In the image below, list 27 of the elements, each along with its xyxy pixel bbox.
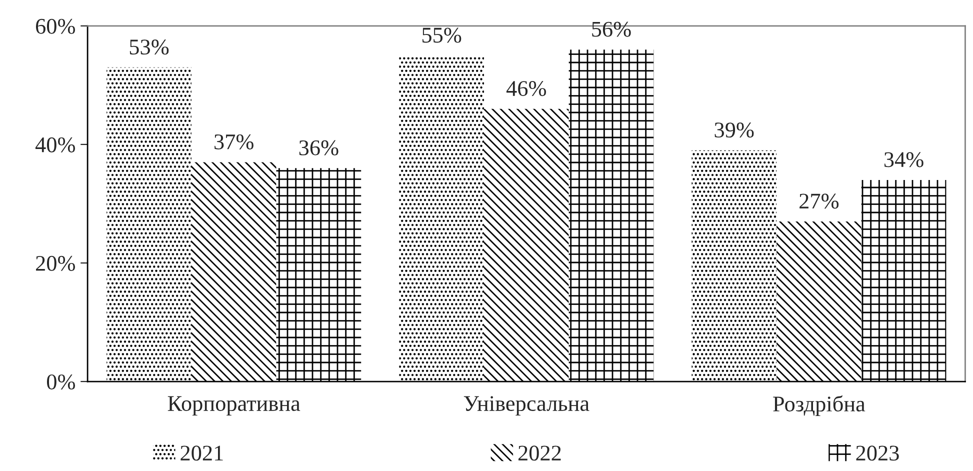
bar — [106, 67, 192, 382]
y-tick-label: 0% — [46, 374, 76, 390]
bar — [568, 50, 654, 382]
x-tick-label: Роздрібна — [773, 395, 866, 416]
legend-label: 2021 — [180, 446, 223, 461]
legend-label: 2023 — [856, 446, 899, 461]
bar — [776, 221, 862, 382]
data-label: 55% — [422, 28, 462, 43]
data-label: 27% — [800, 194, 839, 209]
data-label: 46% — [506, 81, 546, 96]
bar — [861, 180, 946, 382]
y-tick-label: 60% — [36, 18, 76, 34]
bar — [399, 56, 484, 382]
bar — [191, 162, 276, 382]
x-tick-label: Універсальна — [464, 396, 590, 416]
data-label: 37% — [214, 134, 254, 150]
legend-label: 2022 — [518, 446, 561, 461]
bar — [276, 168, 362, 382]
y-tick-label: 20% — [36, 256, 76, 271]
data-label: 36% — [299, 140, 338, 156]
data-label: 34% — [884, 152, 924, 168]
bar — [484, 108, 569, 382]
data-label: 39% — [714, 122, 754, 138]
bar — [692, 150, 777, 382]
y-tick-label: 40% — [35, 137, 76, 152]
x-tick-label: Корпоративна — [168, 396, 300, 416]
data-label: 53% — [130, 40, 169, 55]
